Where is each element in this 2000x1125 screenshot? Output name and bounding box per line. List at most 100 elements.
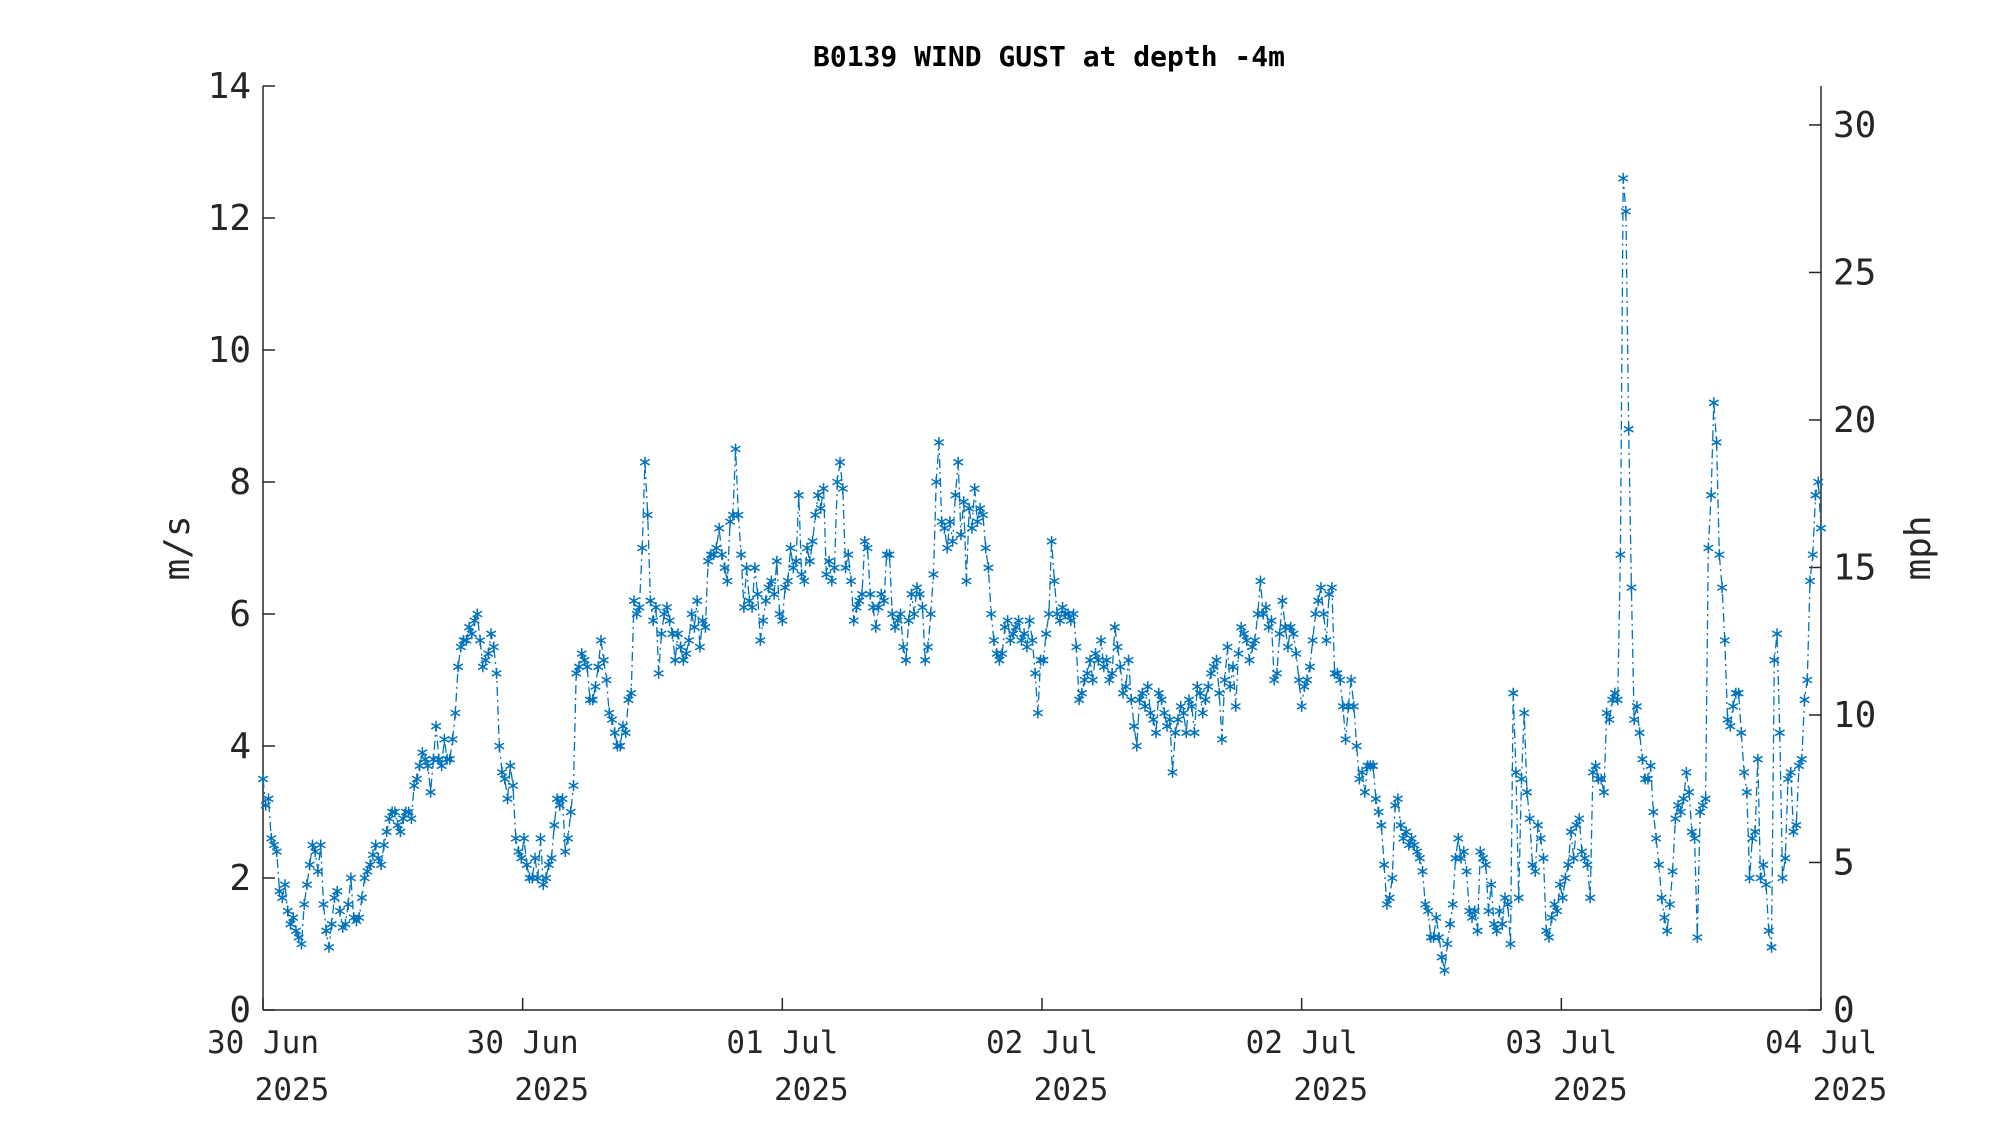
right-tick-label: 30 bbox=[1833, 105, 1876, 146]
data-point bbox=[312, 865, 324, 877]
data-point bbox=[546, 852, 557, 864]
data-point bbox=[491, 667, 502, 679]
data-point bbox=[1469, 905, 1480, 917]
data-point bbox=[1109, 621, 1120, 633]
data-point bbox=[1172, 714, 1184, 726]
right-tick-label: 15 bbox=[1833, 547, 1876, 588]
data-point bbox=[672, 628, 684, 640]
data-point bbox=[977, 509, 989, 521]
data-point bbox=[1211, 654, 1222, 666]
data-point bbox=[565, 806, 576, 818]
data-point bbox=[499, 773, 510, 785]
data-point bbox=[799, 575, 810, 587]
data-point bbox=[1659, 912, 1670, 924]
data-point bbox=[1139, 700, 1151, 712]
data-point bbox=[771, 555, 782, 567]
data-point bbox=[1733, 687, 1744, 699]
data-point bbox=[365, 859, 376, 871]
data-point bbox=[1131, 740, 1142, 752]
data-point bbox=[334, 905, 346, 917]
data-point bbox=[1774, 727, 1785, 739]
data-point bbox=[821, 568, 832, 580]
data-point bbox=[560, 846, 571, 858]
data-point bbox=[626, 687, 637, 699]
data-point bbox=[1021, 641, 1033, 653]
data-point bbox=[1483, 905, 1494, 917]
data-point bbox=[1494, 905, 1505, 917]
left-tick-label: 10 bbox=[208, 330, 251, 371]
data-point bbox=[1414, 852, 1425, 864]
data-point bbox=[920, 654, 931, 666]
data-point bbox=[1367, 760, 1379, 772]
x-tick-label-year: 2025 bbox=[255, 1072, 330, 1108]
data-point bbox=[318, 898, 329, 910]
x-axis-ticks: 30 Jun 2025 30 Jun 2025 01 Jul 2025 02 Jul 2025… bbox=[207, 998, 1887, 1108]
data-point bbox=[1785, 766, 1796, 778]
data-point bbox=[1458, 846, 1469, 858]
data-point bbox=[966, 522, 978, 534]
data-point bbox=[711, 542, 722, 554]
data-point bbox=[1623, 423, 1634, 435]
data-point bbox=[777, 615, 788, 627]
data-point bbox=[955, 529, 967, 541]
x-tick-label-year: 2025 bbox=[1293, 1072, 1368, 1108]
data-point bbox=[645, 595, 656, 607]
data-point bbox=[1082, 667, 1093, 679]
data-point bbox=[1552, 905, 1563, 917]
data-point bbox=[1128, 720, 1140, 732]
data-point bbox=[964, 502, 975, 514]
data-point bbox=[568, 780, 579, 792]
data-point bbox=[969, 483, 980, 495]
data-point bbox=[1387, 872, 1398, 884]
data-point bbox=[299, 898, 310, 910]
data-point bbox=[1560, 872, 1571, 884]
data-point bbox=[768, 588, 780, 600]
data-point bbox=[510, 832, 521, 844]
data-point bbox=[1159, 707, 1170, 719]
right-tick-label: 20 bbox=[1833, 400, 1876, 441]
data-point bbox=[1244, 654, 1255, 666]
data-point bbox=[1447, 898, 1458, 910]
data-point bbox=[1400, 826, 1412, 838]
data-point bbox=[1439, 964, 1450, 976]
data-point bbox=[1543, 931, 1555, 943]
data-point bbox=[1480, 859, 1491, 871]
data-point bbox=[1310, 608, 1321, 620]
data-point bbox=[376, 859, 387, 871]
data-point bbox=[1675, 806, 1687, 818]
data-point bbox=[1585, 892, 1596, 904]
data-point bbox=[925, 608, 936, 620]
data-point bbox=[1293, 674, 1305, 686]
data-point bbox=[1189, 727, 1200, 739]
data-point bbox=[1650, 832, 1662, 844]
data-point bbox=[573, 661, 585, 673]
x-tick-label-year: 2025 bbox=[1553, 1072, 1628, 1108]
data-point bbox=[557, 793, 568, 805]
data-point bbox=[1598, 786, 1610, 798]
x-tick-label-day: 03 Jul bbox=[1505, 1025, 1617, 1061]
data-point bbox=[483, 648, 494, 660]
data-point bbox=[1510, 766, 1522, 778]
data-point bbox=[1568, 852, 1579, 864]
x-tick-label-year: 2025 bbox=[1813, 1072, 1888, 1108]
data-point bbox=[914, 588, 925, 600]
data-point bbox=[1799, 694, 1810, 706]
x-tick-label-year: 2025 bbox=[1034, 1072, 1109, 1108]
data-point bbox=[1615, 549, 1626, 561]
data-point bbox=[1277, 595, 1288, 607]
data-point bbox=[1095, 634, 1107, 646]
data-point bbox=[639, 456, 651, 468]
data-point bbox=[661, 601, 673, 613]
data-point bbox=[540, 872, 552, 884]
data-point bbox=[1513, 892, 1524, 904]
data-point bbox=[1670, 813, 1681, 825]
data-point bbox=[1590, 760, 1601, 772]
data-point bbox=[1815, 522, 1827, 534]
data-point bbox=[675, 641, 686, 653]
data-series bbox=[257, 172, 1827, 976]
data-point bbox=[922, 641, 934, 653]
data-point bbox=[1222, 641, 1233, 653]
data-point bbox=[903, 615, 914, 627]
data-point bbox=[1681, 766, 1692, 778]
chart-title: B0139 WIND GUST at depth -4m bbox=[813, 40, 1285, 73]
